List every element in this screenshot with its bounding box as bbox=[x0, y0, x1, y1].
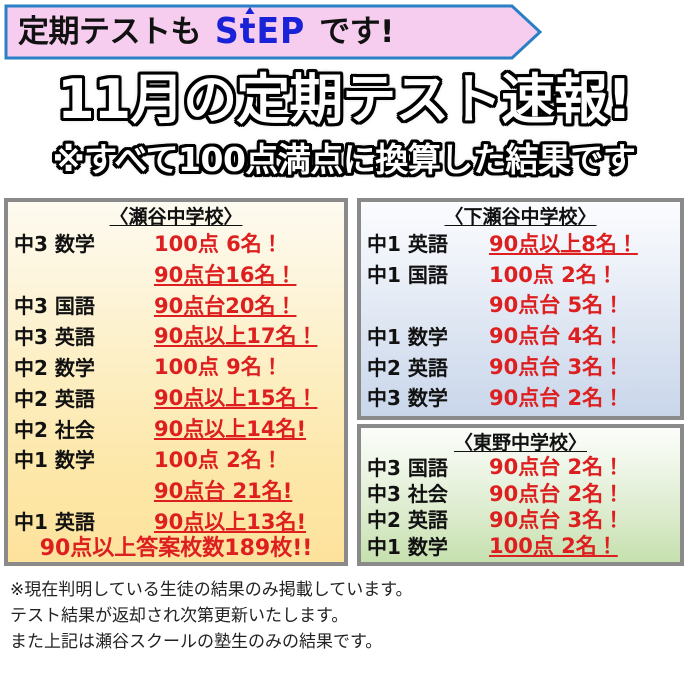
row-subject: 中2 社会 bbox=[14, 417, 95, 442]
row-subject: 中2 英語 bbox=[367, 355, 448, 380]
table-row: 中2 英語 90点台 3名！ bbox=[367, 352, 674, 383]
table-row: 中1 数学 100点 2名！ bbox=[367, 534, 674, 560]
step-banner: 定期テストも StEP です! bbox=[4, 4, 544, 60]
table-row: 中1 数学 90点台 4名！ bbox=[367, 321, 674, 352]
row-value: 90点以上8名！ bbox=[489, 231, 638, 256]
row-value: 90点台 2名！ bbox=[489, 455, 625, 480]
row-value: 90点以上15名！ bbox=[154, 386, 318, 411]
table-title-seya: 〈瀬谷中学校〉 bbox=[109, 206, 243, 228]
table-row: 中1 数学 100点 2名！ bbox=[14, 445, 338, 476]
row-value: 90点台16名！ bbox=[154, 262, 297, 287]
row-subject: 中3 社会 bbox=[367, 482, 448, 507]
table-row: 90点台 5名！ bbox=[367, 290, 674, 321]
row-subject: 中3 英語 bbox=[14, 324, 95, 349]
page-title: 11月の定期テスト速報! bbox=[57, 68, 632, 131]
row-value: 100点 2名！ bbox=[489, 262, 618, 287]
row-value: 100点 9名！ bbox=[154, 355, 283, 380]
table-row: 中3 英語 90点以上17名！ bbox=[14, 321, 338, 352]
row-subject: 中2 英語 bbox=[367, 508, 448, 533]
banner-text-after: です! bbox=[319, 13, 394, 50]
table-row: 中3 社会 90点台 2名！ bbox=[367, 481, 674, 507]
table-row: 90点台16名！ bbox=[14, 260, 338, 291]
table-row: 中2 数学 100点 9名！ bbox=[14, 352, 338, 383]
table-row: 中3 国語 90点台20名！ bbox=[14, 291, 338, 322]
row-subject: 中1 数学 bbox=[367, 534, 448, 559]
table-row: 90点台 21名! bbox=[14, 476, 338, 507]
table-rows-shimoseya: 中1 英語 90点以上8名！ 中1 国語 100点 2名！ 90点台 5名！ 中1 数学 9… bbox=[367, 229, 674, 414]
banner-text-before: 定期テストも bbox=[18, 13, 202, 50]
table-row: 中1 国語 100点 2名！ bbox=[367, 260, 674, 291]
row-subject: 中1 英語 bbox=[367, 232, 448, 257]
table-row: 中2 英語 90点台 3名！ bbox=[367, 507, 674, 533]
row-value: 100点 2名！ bbox=[489, 534, 618, 559]
row-subject: 中1 英語 bbox=[14, 510, 95, 535]
results-table-shimoseya: 〈下瀬谷中学校〉 中1 英語 90点以上8名！ 中1 国語 100点 2名！ 90点台 … bbox=[357, 198, 684, 420]
step-logo: StEP bbox=[214, 7, 306, 52]
row-subject: 中1 数学 bbox=[14, 448, 95, 473]
step-logo-caret-icon bbox=[245, 7, 255, 14]
table-row: 中1 英語 90点以上8名！ bbox=[367, 229, 674, 260]
row-subject: 中1 国語 bbox=[367, 263, 448, 288]
table-rows-higashino: 中3 国語 90点台 2名！ 中3 社会 90点台 2名！ 中2 英語 90点台 3名！中… bbox=[367, 455, 674, 560]
row-value: 90点台20名！ bbox=[154, 293, 297, 318]
row-subject: 中3 数学 bbox=[367, 386, 448, 411]
table-row: 中1 英語 90点以上13名! bbox=[14, 507, 338, 538]
row-value: 100点 6名！ bbox=[154, 231, 283, 256]
table-row: 中3 数学 100点 6名！ bbox=[14, 229, 338, 260]
table-rows-seya: 中3 数学 100点 6名！ 90点台16名！ 中3 国語 90点台20名！ 中3 英語 9… bbox=[14, 229, 338, 538]
row-value: 90点台 2名！ bbox=[489, 385, 625, 410]
row-value: 90点以上13名! bbox=[154, 509, 307, 534]
table-row: 中2 社会 90点以上14名! bbox=[14, 414, 338, 445]
table-row: 中2 英語 90点以上15名！ bbox=[14, 383, 338, 414]
table-title-higashino: 〈東野中学校〉 bbox=[453, 432, 587, 454]
table-total-seya: 90点以上答案枚数189枚!! bbox=[39, 535, 313, 561]
footer-line: また上記は瀬谷スクールの塾生のみの結果です。 bbox=[10, 631, 383, 652]
row-subject: 中3 数学 bbox=[14, 232, 95, 257]
row-subject: 中2 英語 bbox=[14, 386, 95, 411]
footer-line: ※現在判明している生徒の結果のみ掲載しています。 bbox=[10, 580, 413, 600]
table-row: 中3 国語 90点台 2名！ bbox=[367, 455, 674, 481]
banner-arrow-shape bbox=[4, 4, 543, 60]
footer-notes: ※現在判明している生徒の結果のみ掲載しています。 テスト結果が返却され次第更新い… bbox=[10, 578, 670, 655]
row-value: 90点台 2名！ bbox=[489, 481, 625, 506]
row-value: 90点以上17名！ bbox=[154, 324, 318, 349]
row-value: 90点台 3名！ bbox=[489, 507, 625, 532]
step-logo-text: StEP bbox=[214, 11, 306, 52]
table-title-shimoseya: 〈下瀬谷中学校〉 bbox=[444, 206, 597, 228]
row-value: 90点以上14名! bbox=[154, 417, 307, 442]
row-subject: 中3 国語 bbox=[367, 455, 448, 480]
table-row: 中3 数学 90点台 2名！ bbox=[367, 383, 674, 414]
results-table-seya: 〈瀬谷中学校〉 中3 数学 100点 6名！ 90点台16名！ 中3 国語 90点台20… bbox=[4, 198, 348, 566]
row-value: 90点台 3名！ bbox=[489, 355, 625, 380]
footer-line: テスト結果が返却され次第更新いたします。 bbox=[10, 605, 349, 626]
row-value: 90点台 4名！ bbox=[489, 324, 625, 349]
row-value: 90点台 21名! bbox=[154, 478, 293, 503]
row-value: 100点 2名！ bbox=[154, 447, 283, 472]
row-subject: 中3 国語 bbox=[14, 294, 95, 319]
banner-text-row: 定期テストも StEP です! bbox=[4, 4, 538, 60]
page-subtitle: ※すべて100点満点に換算した結果です bbox=[52, 140, 636, 179]
row-value: 90点台 5名！ bbox=[489, 293, 625, 318]
row-subject: 中2 数学 bbox=[14, 355, 95, 380]
row-subject: 中1 数学 bbox=[367, 324, 448, 349]
results-table-higashino: 〈東野中学校〉 中3 国語 90点台 2名！ 中3 社会 90点台 2名！ 中2 英語 9… bbox=[357, 424, 684, 566]
